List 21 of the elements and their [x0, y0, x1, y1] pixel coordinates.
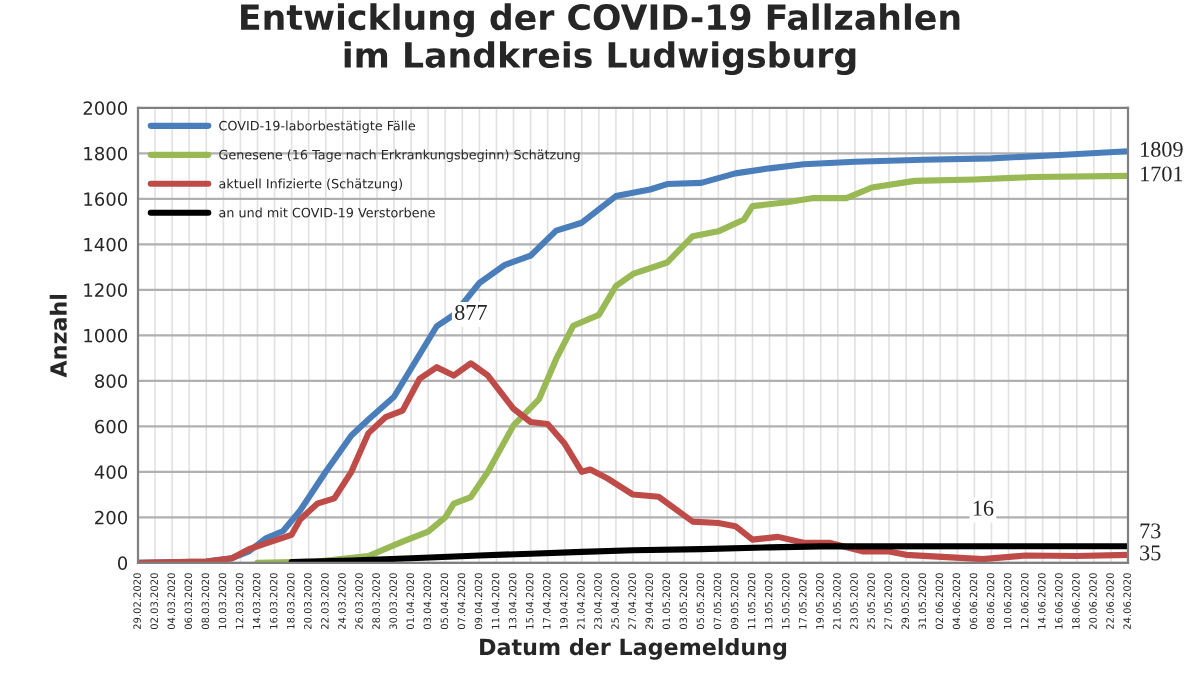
y-tick-label: 2000 — [83, 101, 128, 115]
annotation: 73 — [1140, 523, 1161, 539]
annotation: 16 — [973, 500, 994, 516]
line-series — [288, 543, 1128, 563]
y-tick-label: 1400 — [84, 237, 128, 252]
y-tick-label: 400 — [94, 465, 128, 479]
y-tick-label: 800 — [95, 374, 128, 388]
y-tick-label: 1000 — [84, 328, 128, 343]
y-axis-title: Anzahl — [49, 294, 67, 378]
y-tick-label: 1800 — [84, 146, 128, 161]
chart-title: Entwicklung der COVID-19 Fallzahlen im Landkreis Ludwigsburg — [241, 3, 960, 76]
y-tick-label: 600 — [95, 419, 128, 434]
x-axis-title: Datum der Lagemeldung — [480, 638, 787, 660]
annotation: 1809 — [1141, 141, 1183, 157]
y-tick-label: 0 — [117, 556, 128, 570]
y-tick-label: 200 — [95, 510, 128, 525]
annotation: 877 — [455, 304, 487, 320]
y-tick-label: 1600 — [84, 192, 128, 206]
annotation: 35 — [1140, 545, 1161, 561]
annotation: 1701 — [1141, 166, 1183, 182]
y-tick-label: 1200 — [84, 283, 128, 297]
